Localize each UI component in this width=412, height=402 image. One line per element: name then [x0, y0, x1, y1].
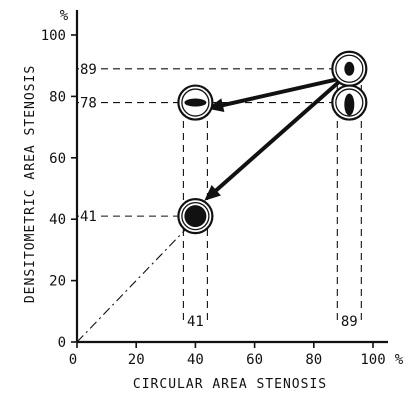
x-tick-label-60: 60	[246, 352, 263, 368]
ref-label-v-89: 89	[341, 314, 358, 330]
ref-label-bg-78	[79, 95, 98, 112]
point-inner-ring-0	[335, 54, 364, 83]
point-fill-3	[184, 205, 207, 228]
axis-ticks: 0 20 40 60 80 100 0 20 40 60 80 100	[41, 28, 386, 368]
x-tick-label-0: 0	[69, 352, 77, 368]
identity-line-layer	[76, 218, 196, 343]
x-tick-label-20: 20	[128, 352, 145, 368]
ref-label-bg-89	[79, 61, 98, 78]
point-inner-ring-2	[181, 88, 210, 117]
point-fill-2	[184, 98, 207, 107]
point-fill-1	[344, 93, 355, 116]
identity-line	[76, 218, 196, 343]
point-fill-0	[344, 61, 355, 76]
x-tick-label-100: 100	[360, 352, 385, 368]
arrow-shaft-1	[214, 75, 346, 193]
arrows	[204, 75, 346, 201]
x-axis-unit-label: %	[395, 352, 404, 368]
ref-label-v-41: 41	[187, 314, 204, 330]
y-tick-label-40: 40	[49, 212, 66, 228]
data-point-1	[331, 84, 368, 121]
y-tick-label-80: 80	[49, 89, 66, 105]
y-tick-label-0: 0	[58, 335, 66, 351]
data-point-0	[331, 50, 368, 87]
data-points	[177, 50, 368, 235]
y-axis-title: DENSITOMETRIC AREA STENOSIS	[23, 65, 38, 303]
y-tick-label-100: 100	[41, 28, 66, 44]
x-tick-label-80: 80	[305, 352, 322, 368]
arrowhead-1	[204, 184, 221, 201]
y-axis-unit-label: %	[60, 8, 69, 24]
arrow-shaft-0	[220, 75, 346, 108]
ref-label-h-41: 41	[80, 209, 97, 225]
ref-label-h-78: 78	[80, 96, 97, 112]
ref-label-h-89: 89	[80, 62, 97, 78]
y-tick-label-60: 60	[49, 151, 66, 167]
point-inner-ring-3	[181, 201, 210, 231]
x-axis-title: CIRCULAR AREA STENOSIS	[133, 377, 327, 392]
point-inner-ring-1	[335, 88, 364, 117]
data-point-3	[177, 198, 214, 235]
x-tick-label-40: 40	[187, 352, 204, 368]
y-tick-label-20: 20	[49, 274, 66, 290]
ref-label-bg-41	[79, 209, 98, 226]
data-point-2	[177, 84, 214, 121]
